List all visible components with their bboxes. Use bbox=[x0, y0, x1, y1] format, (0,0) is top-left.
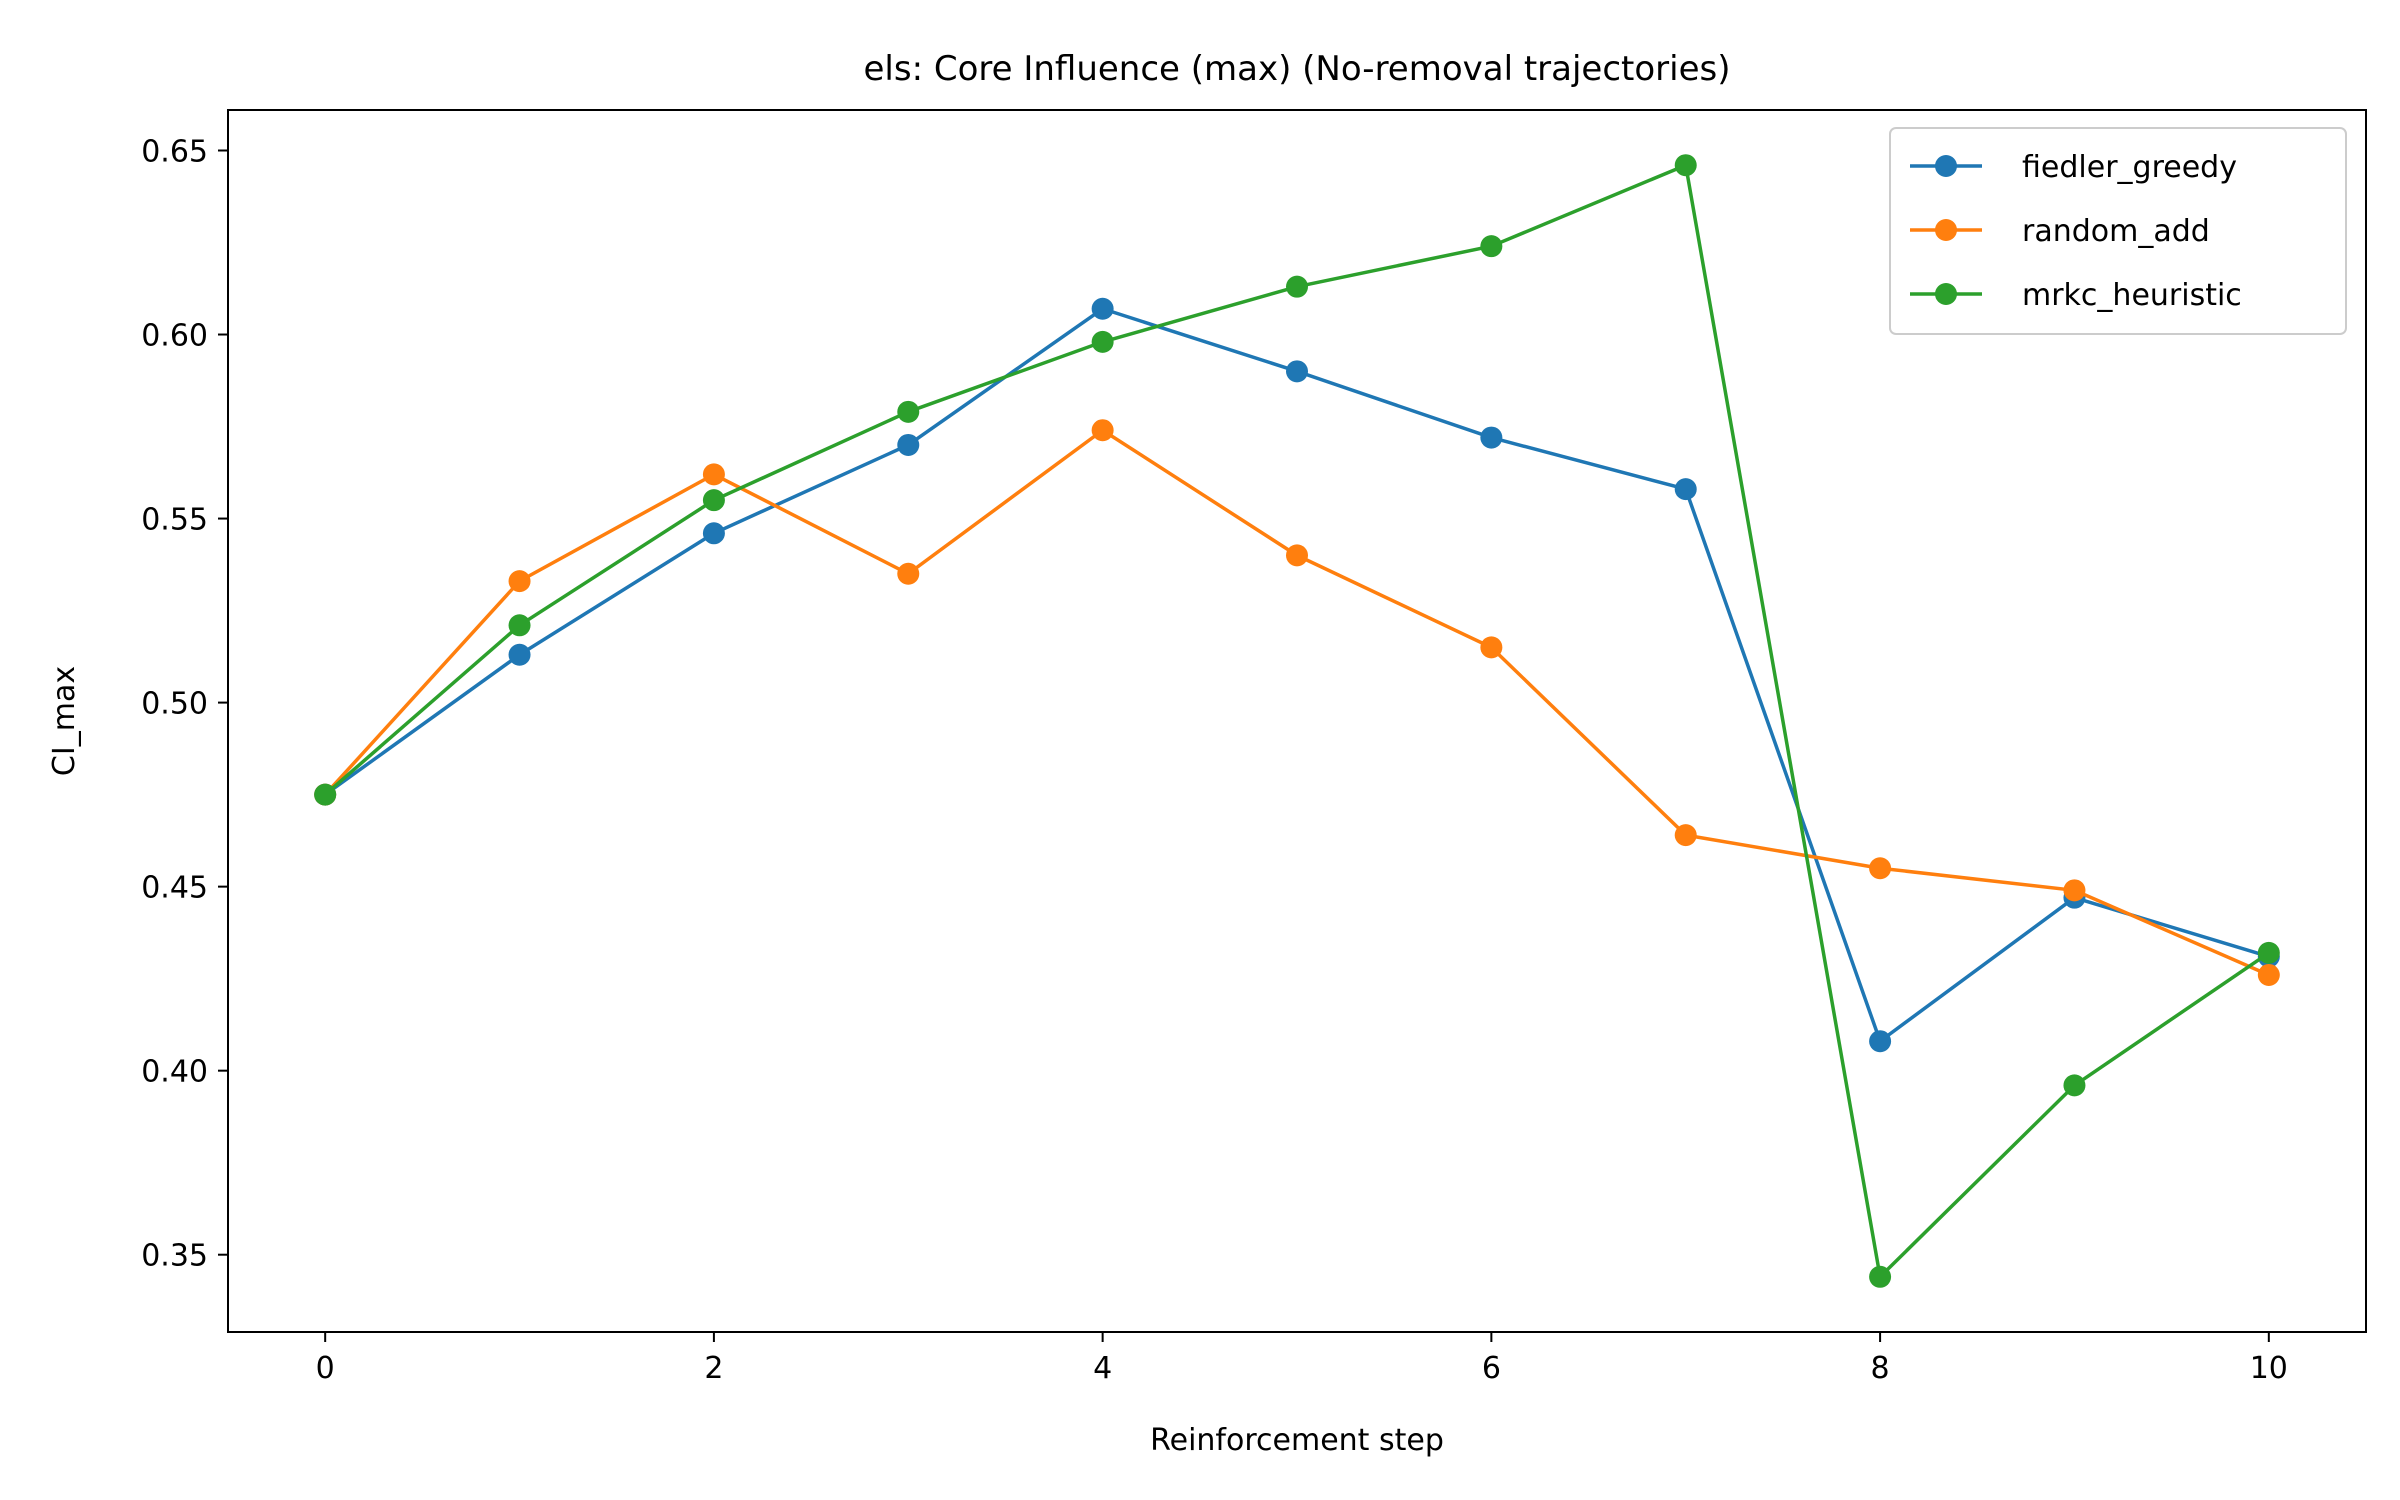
y-tick-label-2: 0.45 bbox=[141, 871, 208, 906]
chart-title: els: Core Influence (max) (No-removal tr… bbox=[863, 49, 1730, 89]
x-tick-label-3: 6 bbox=[1482, 1351, 1501, 1386]
data-point-fiedler_greedy-2 bbox=[702, 522, 725, 545]
data-point-random_add-6 bbox=[1480, 636, 1503, 659]
data-point-mrkc_heuristic-3 bbox=[897, 400, 920, 423]
data-point-fiedler_greedy-6 bbox=[1480, 426, 1503, 449]
x-tick-label-5: 10 bbox=[2250, 1351, 2288, 1386]
y-tick-label-6: 0.65 bbox=[141, 134, 208, 169]
legend-marker-fiedler_greedy bbox=[1935, 155, 1957, 177]
data-point-mrkc_heuristic-2 bbox=[702, 489, 725, 512]
data-point-random_add-4 bbox=[1091, 419, 1114, 442]
data-point-random_add-3 bbox=[897, 562, 920, 585]
data-point-fiedler_greedy-7 bbox=[1674, 478, 1697, 501]
data-point-fiedler_greedy-4 bbox=[1091, 297, 1114, 320]
series-mrkc_heuristic bbox=[314, 154, 2280, 1288]
legend-label-random_add: random_add bbox=[2022, 214, 2210, 249]
x-tick-label-1: 2 bbox=[704, 1351, 723, 1386]
legend-entry-fiedler_greedy: fiedler_greedy bbox=[1910, 150, 2237, 185]
plot-frame bbox=[227, 109, 2367, 1333]
data-point-fiedler_greedy-1 bbox=[508, 643, 531, 666]
legend-label-mrkc_heuristic: mrkc_heuristic bbox=[2022, 278, 2242, 313]
x-axis-label: Reinforcement step bbox=[1150, 1423, 1444, 1458]
plot-area bbox=[227, 109, 2367, 1333]
data-point-mrkc_heuristic-9 bbox=[2063, 1074, 2086, 1097]
y-tick-label-5: 0.60 bbox=[141, 319, 208, 354]
x-axis: 0 2 4 6 8 10 bbox=[316, 1332, 2288, 1386]
data-point-random_add-9 bbox=[2063, 879, 2086, 902]
legend-marker-random_add bbox=[1935, 219, 1957, 241]
legend-label-fiedler_greedy: fiedler_greedy bbox=[2022, 150, 2237, 185]
data-point-random_add-1 bbox=[508, 570, 531, 593]
legend-entries: fiedler_greedy random_add mrkc_heuristic bbox=[1910, 150, 2242, 313]
y-tick-label-0: 0.35 bbox=[141, 1239, 208, 1274]
y-tick-label-4: 0.55 bbox=[141, 503, 208, 538]
y-tick-label-3: 0.50 bbox=[141, 687, 208, 722]
legend-marker-mrkc_heuristic bbox=[1935, 283, 1957, 305]
legend-entry-mrkc_heuristic: mrkc_heuristic bbox=[1910, 278, 2242, 313]
data-point-mrkc_heuristic-7 bbox=[1674, 154, 1697, 177]
data-point-mrkc_heuristic-8 bbox=[1869, 1265, 1892, 1288]
data-point-random_add-2 bbox=[702, 463, 725, 486]
data-point-mrkc_heuristic-10 bbox=[2257, 941, 2280, 964]
y-axis: 0.35 0.40 0.45 0.50 0.55 0.60 0.65 bbox=[141, 134, 228, 1274]
data-point-mrkc_heuristic-1 bbox=[508, 614, 531, 637]
data-point-random_add-7 bbox=[1674, 824, 1697, 847]
legend: fiedler_greedy random_add mrkc_heuristic bbox=[1889, 127, 2347, 335]
data-point-mrkc_heuristic-4 bbox=[1091, 330, 1114, 353]
x-tick-label-4: 8 bbox=[1871, 1351, 1890, 1386]
data-point-random_add-8 bbox=[1869, 857, 1892, 880]
data-point-random_add-5 bbox=[1286, 544, 1308, 567]
data-point-fiedler_greedy-8 bbox=[1869, 1030, 1892, 1053]
y-axis-label: CI_max bbox=[47, 666, 82, 776]
data-point-mrkc_heuristic-0 bbox=[314, 783, 337, 806]
data-point-random_add-10 bbox=[2257, 963, 2280, 986]
y-tick-label-1: 0.40 bbox=[141, 1055, 208, 1090]
legend-frame bbox=[1889, 127, 2347, 335]
series-layer bbox=[314, 154, 2280, 1288]
data-point-mrkc_heuristic-5 bbox=[1286, 275, 1308, 298]
data-point-fiedler_greedy-5 bbox=[1286, 360, 1308, 383]
x-tick-label-0: 0 bbox=[316, 1351, 335, 1386]
data-point-mrkc_heuristic-6 bbox=[1480, 235, 1503, 258]
data-point-fiedler_greedy-3 bbox=[897, 433, 920, 456]
x-tick-label-2: 4 bbox=[1093, 1351, 1112, 1386]
legend-entry-random_add: random_add bbox=[1910, 214, 2210, 249]
